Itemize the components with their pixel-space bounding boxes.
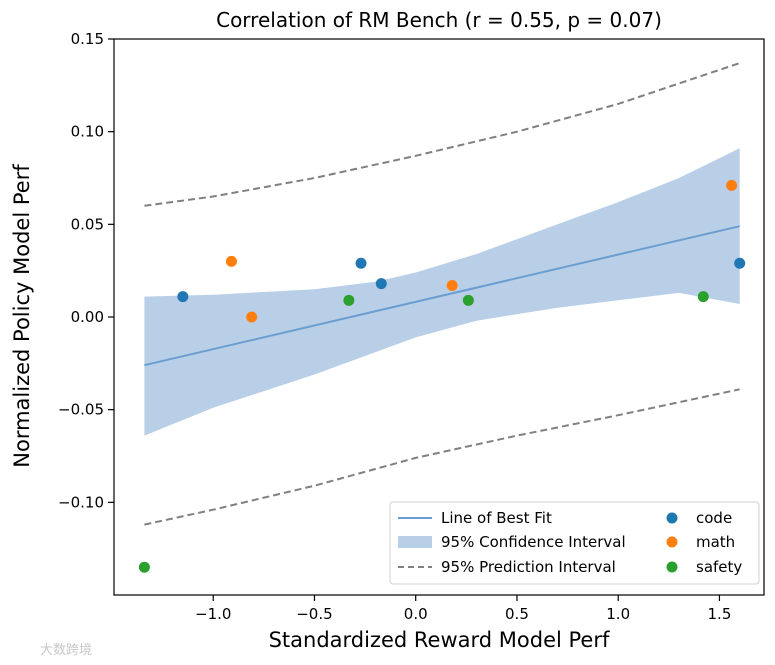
x-tick-label: 1.0 bbox=[606, 605, 630, 623]
prediction-interval-lower bbox=[144, 388, 740, 526]
y-tick-label: 0.00 bbox=[71, 308, 104, 326]
tick-group: −1.0 −0.5 0.0 0.5 1.0 1.5 −0.10 −0.05 0.00 0.05 0.… bbox=[58, 30, 731, 623]
code-point bbox=[177, 291, 189, 303]
prediction-interval-upper bbox=[144, 62, 741, 207]
legend-pi-label: 95% Prediction Interval bbox=[441, 558, 616, 576]
legend-code-label: code bbox=[696, 509, 732, 527]
math-point bbox=[726, 179, 738, 191]
x-tick-label: 1.5 bbox=[708, 605, 732, 623]
y-axis-label: Normalized Policy Model Perf bbox=[10, 164, 34, 468]
y-tick-label: 0.15 bbox=[71, 30, 104, 48]
plot-area bbox=[138, 62, 746, 573]
legend: Line of Best Fit 95% Confidence Interval… bbox=[389, 501, 760, 585]
code-point bbox=[734, 257, 746, 269]
math-point bbox=[246, 311, 258, 323]
legend-safety-marker bbox=[666, 561, 678, 573]
x-tick-label: 0.0 bbox=[404, 605, 428, 623]
safety-point bbox=[462, 294, 474, 306]
legend-ci-swatch bbox=[398, 536, 432, 548]
y-tick-label: −0.05 bbox=[58, 401, 104, 419]
best-fit-line bbox=[144, 225, 740, 367]
legend-safety-label: safety bbox=[696, 558, 742, 576]
watermark-text: 大数跨境 bbox=[40, 643, 92, 658]
legend-code-marker bbox=[666, 512, 678, 524]
legend-ci-label: 95% Confidence Interval bbox=[441, 533, 626, 551]
legend-math-label: math bbox=[696, 533, 735, 551]
legend-box bbox=[389, 501, 760, 585]
code-point bbox=[375, 278, 387, 290]
x-axis-label: Standardized Reward Model Perf bbox=[269, 628, 610, 652]
x-tick-label: 0.5 bbox=[505, 605, 529, 623]
math-point bbox=[446, 279, 458, 291]
chart-title: Correlation of RM Bench (r = 0.55, p = 0… bbox=[216, 8, 662, 32]
safety-point bbox=[697, 291, 709, 303]
y-tick-label: 0.10 bbox=[71, 123, 104, 141]
x-tick-label: −0.5 bbox=[296, 605, 332, 623]
legend-fit-label: Line of Best Fit bbox=[441, 509, 552, 527]
code-point bbox=[355, 257, 367, 269]
y-tick-label: 0.05 bbox=[71, 215, 104, 233]
math-point bbox=[225, 255, 237, 267]
safety-point bbox=[138, 561, 150, 573]
legend-math-marker bbox=[666, 536, 678, 548]
confidence-band bbox=[144, 148, 740, 436]
safety-point bbox=[343, 294, 355, 306]
x-tick-label: −1.0 bbox=[195, 605, 231, 623]
y-tick-label: −0.10 bbox=[58, 493, 104, 511]
